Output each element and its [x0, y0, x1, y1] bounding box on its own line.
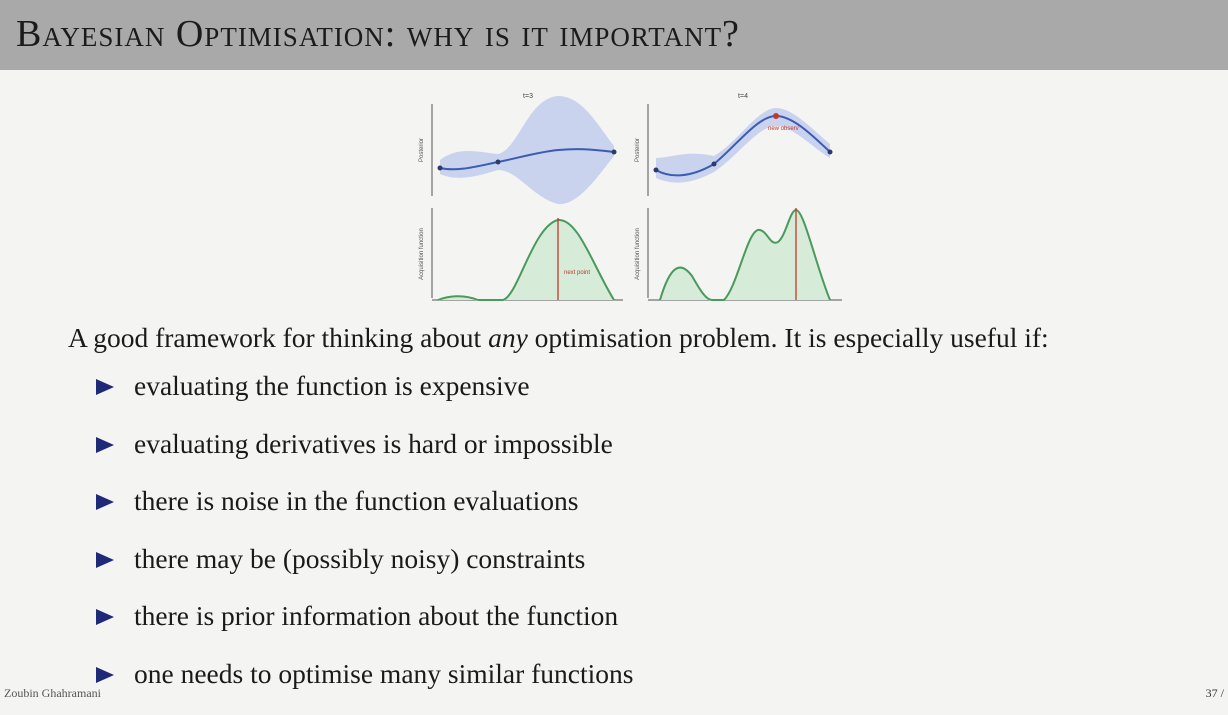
- panel-1-posterior-mean: [439, 148, 615, 171]
- panel-1-observation: [495, 159, 501, 165]
- slide-title: Bayesian Optimisation: why is it importa…: [16, 13, 740, 55]
- page-number: 37 /: [1205, 686, 1224, 700]
- bullet-text: one needs to optimise many similar funct…: [134, 657, 634, 689]
- panel-1-title: t=3: [523, 93, 533, 100]
- panel-2-observation: [653, 167, 659, 173]
- title-bar: Bayesian Optimisation: why is it importa…: [0, 0, 1228, 70]
- triangle-bullet-icon: [96, 666, 114, 683]
- bullet-text: evaluating derivatives is hard or imposs…: [134, 427, 613, 459]
- bullet-text: evaluating the function is expensive: [134, 370, 530, 401]
- panel-2-posterior-mean: [655, 114, 831, 177]
- panel-2-acquisition-ylabel: Acquisition function: [635, 228, 641, 280]
- bayesian-optimisation-figure: t=3 Posterior Acquisition function next …: [408, 86, 858, 308]
- bullet-text: there is prior information about the fun…: [134, 600, 619, 631]
- panel-2-observation: [827, 149, 833, 155]
- panel-1-acquisition-ylabel: Acquisition function: [419, 228, 425, 280]
- panel-1-confidence-band: [440, 96, 614, 205]
- panel-1-observation: [611, 149, 617, 155]
- bullet-text: there may be (possibly noisy) constraint…: [134, 542, 586, 574]
- panel-2-new-observation: [773, 113, 779, 119]
- panel-1-acquisition-fill: [438, 219, 614, 300]
- panel-2-confidence-band: [656, 108, 830, 183]
- panel-1-annotation: next point: [564, 270, 590, 276]
- footer-author: Zoubin Ghahramani: [4, 686, 101, 700]
- intro-emphasis: any: [488, 322, 528, 353]
- triangle-bullet-icon: [96, 609, 114, 625]
- figure-svg: t=3 Posterior Acquisition function next …: [419, 93, 842, 301]
- intro-sentence: A good framework for thinking about any …: [68, 322, 1049, 354]
- triangle-bullet-icon: [96, 494, 114, 510]
- panel-1-posterior-ylabel: Posterior: [419, 138, 425, 162]
- triangle-bullet-icon: [96, 551, 114, 568]
- panel-1-acquisition-curve: [437, 218, 615, 301]
- panel-2-posterior-ylabel: Posterior: [635, 138, 641, 162]
- panel-2-annotation: new observ: [768, 126, 799, 132]
- triangle-bullet-icon: [96, 436, 114, 453]
- intro-after: optimisation problem. It is especially u…: [527, 322, 1049, 353]
- intro-before: A good framework for thinking about: [68, 322, 489, 353]
- panel-2-observation: [711, 161, 717, 167]
- panel-2-title: t=4: [738, 93, 748, 100]
- panel-1-observation: [437, 165, 443, 171]
- bullet-text: there is noise in the function evaluatio…: [134, 485, 579, 516]
- triangle-bullet-icon: [96, 379, 114, 395]
- panel-2-acquisition-curve: [659, 208, 831, 301]
